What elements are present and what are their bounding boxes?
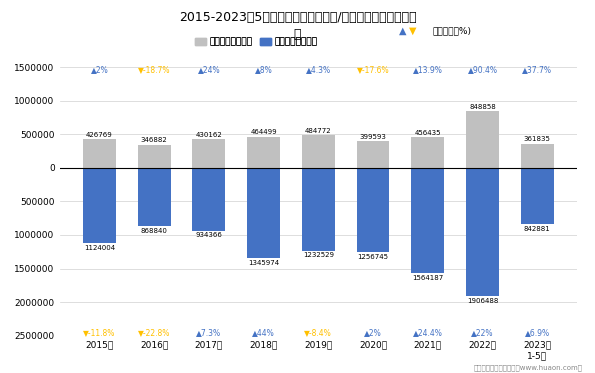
Text: ▼-17.6%: ▼-17.6% (357, 65, 389, 74)
Bar (521, 144, 553, 168)
Bar (521, 168, 553, 225)
Text: ▲: ▲ (399, 26, 406, 36)
Text: 464499: 464499 (250, 129, 277, 135)
Text: 制图：华经产业研究院（www.huaon.com）: 制图：华经产业研究院（www.huaon.com） (474, 364, 583, 371)
Bar (83, 168, 116, 243)
Text: ▲24.4%: ▲24.4% (413, 328, 443, 337)
Text: ▲37.7%: ▲37.7% (522, 65, 552, 74)
Text: ▲7.3%: ▲7.3% (196, 328, 221, 337)
Text: ▼-22.8%: ▼-22.8% (138, 328, 170, 337)
Text: ▼-8.4%: ▼-8.4% (305, 328, 332, 337)
Text: ▲8%: ▲8% (255, 65, 273, 74)
Text: ▼: ▼ (409, 26, 416, 36)
Bar (138, 145, 171, 168)
Text: ▲2%: ▲2% (364, 328, 382, 337)
Text: 1232529: 1232529 (303, 252, 334, 258)
Bar (247, 168, 280, 258)
Text: 1345974: 1345974 (248, 260, 279, 266)
Text: 848858: 848858 (469, 104, 496, 110)
Text: 868840: 868840 (141, 228, 168, 234)
Text: 同比增长（%): 同比增长（%) (432, 26, 471, 35)
Text: ▲22%: ▲22% (471, 328, 494, 337)
Text: ▼-18.7%: ▼-18.7% (138, 65, 170, 74)
Text: 426769: 426769 (86, 132, 113, 138)
Text: ▲44%: ▲44% (252, 328, 275, 337)
Bar (356, 168, 390, 252)
Text: 1564187: 1564187 (412, 275, 443, 280)
Bar (192, 168, 226, 231)
Text: 1256745: 1256745 (358, 254, 389, 260)
Bar (466, 168, 499, 296)
Bar (411, 137, 444, 168)
Text: 1906488: 1906488 (467, 298, 498, 304)
Bar (466, 111, 499, 168)
Text: 430162: 430162 (196, 132, 223, 138)
Text: 361835: 361835 (524, 137, 550, 142)
Bar (192, 139, 226, 168)
Text: 842881: 842881 (524, 226, 550, 232)
Text: 1124004: 1124004 (84, 245, 115, 251)
Text: 2015-2023年5月海南省（境内目的地/货源地）进、出口额统
计: 2015-2023年5月海南省（境内目的地/货源地）进、出口额统 计 (178, 11, 416, 41)
Text: 456435: 456435 (415, 130, 441, 136)
Bar (302, 135, 335, 168)
Bar (356, 141, 390, 168)
Legend: 出口额（万美元）, 进口额（万美元）: 出口额（万美元）, 进口额（万美元） (192, 34, 321, 50)
Text: ▲13.9%: ▲13.9% (413, 65, 443, 74)
Text: ▲6.9%: ▲6.9% (525, 328, 550, 337)
Bar (247, 137, 280, 168)
Text: 346882: 346882 (141, 137, 168, 143)
Text: 934366: 934366 (195, 232, 223, 238)
Text: ▲24%: ▲24% (198, 65, 220, 74)
Text: 399593: 399593 (359, 134, 387, 140)
Bar (411, 168, 444, 273)
Bar (302, 168, 335, 251)
Text: 484772: 484772 (305, 128, 331, 134)
Bar (138, 168, 171, 226)
Text: ▲2%: ▲2% (90, 65, 108, 74)
Text: ▲4.3%: ▲4.3% (306, 65, 331, 74)
Text: ▲90.4%: ▲90.4% (468, 65, 497, 74)
Text: ▼-11.8%: ▼-11.8% (83, 328, 115, 337)
Bar (83, 139, 116, 168)
